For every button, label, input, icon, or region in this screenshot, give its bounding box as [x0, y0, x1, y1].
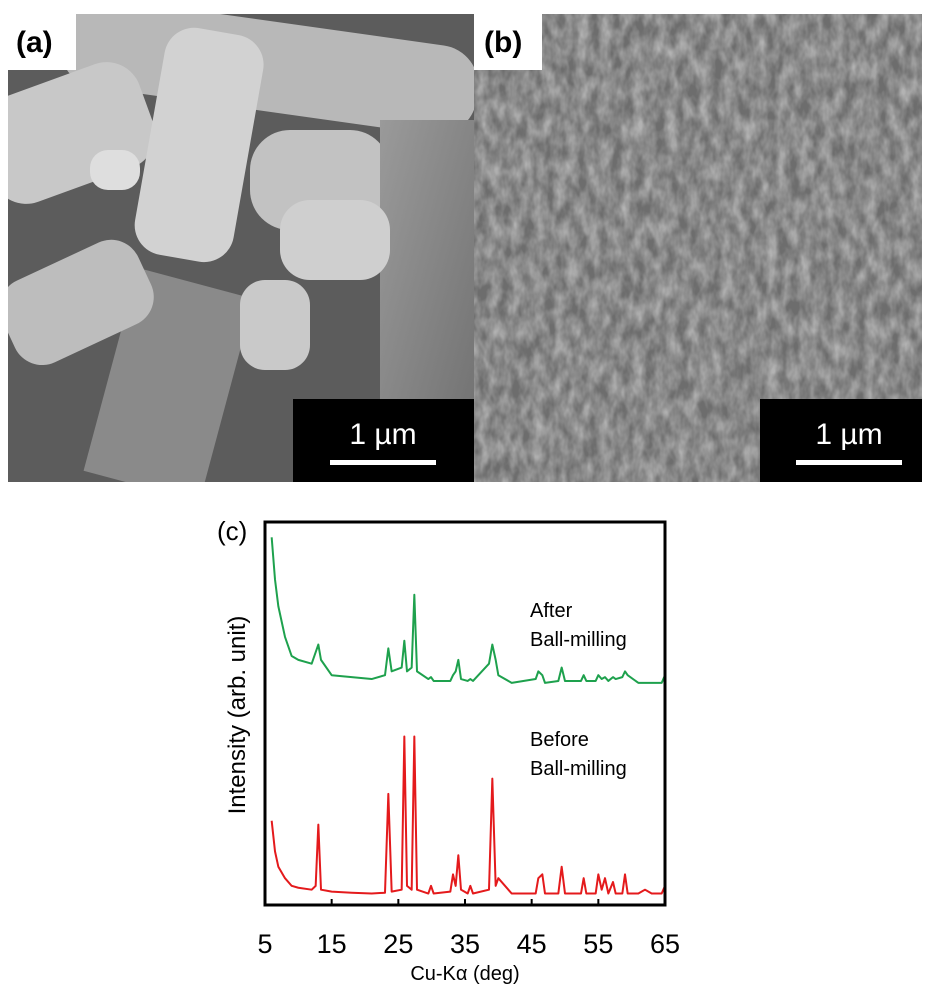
plot — [272, 537, 665, 893]
x-tick-label: 55 — [583, 929, 613, 959]
figure: (a) (b) 1 µm 1 µm (c) Cu-Kα (deg) Intens… — [0, 0, 929, 990]
scale-bar-label: 1 µm — [349, 418, 416, 451]
x-tick-label: 25 — [383, 929, 413, 959]
x-tick-label: 65 — [650, 929, 680, 959]
x-tick-label: 5 — [257, 929, 272, 959]
scale-bar — [796, 460, 902, 465]
series-annotation: Before — [530, 729, 589, 751]
scale-bar-label: 1 µm — [815, 418, 882, 451]
series-annotation: Ball-milling — [530, 629, 627, 651]
x-axis-label: Cu-Kα (deg) — [410, 963, 519, 985]
series-line — [272, 537, 665, 683]
x-tick-label: 45 — [517, 929, 547, 959]
y-axis-label: Intensity (arb. unit) — [224, 616, 251, 815]
panel-label: (a) — [16, 26, 53, 59]
panel-label: (b) — [484, 26, 522, 59]
scale-bar — [330, 460, 436, 465]
plot-frame — [265, 522, 665, 905]
series-annotation: After — [530, 600, 573, 622]
series-annotation: Ball-milling — [530, 758, 627, 780]
x-tick-label: 15 — [317, 929, 347, 959]
x-tick-label: 35 — [450, 929, 480, 959]
panel-label: (c) — [217, 516, 247, 546]
